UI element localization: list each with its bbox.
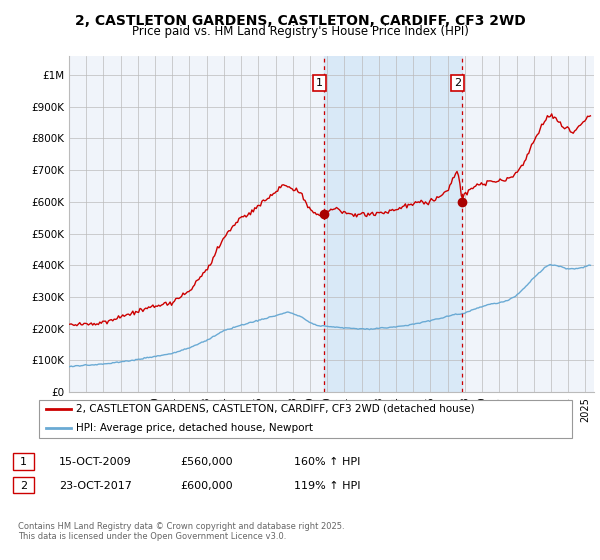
Text: 2, CASTLETON GARDENS, CASTLETON, CARDIFF, CF3 2WD: 2, CASTLETON GARDENS, CASTLETON, CARDIFF… <box>74 14 526 28</box>
Text: 1: 1 <box>20 457 27 467</box>
Text: 23-OCT-2017: 23-OCT-2017 <box>59 480 131 491</box>
Text: £560,000: £560,000 <box>180 457 233 467</box>
Text: 1: 1 <box>316 78 323 88</box>
Text: 2: 2 <box>20 480 27 491</box>
Text: Contains HM Land Registry data © Crown copyright and database right 2025.: Contains HM Land Registry data © Crown c… <box>18 522 344 531</box>
Text: 15-OCT-2009: 15-OCT-2009 <box>59 457 131 467</box>
Text: This data is licensed under the Open Government Licence v3.0.: This data is licensed under the Open Gov… <box>18 532 286 541</box>
FancyBboxPatch shape <box>39 400 572 437</box>
Text: HPI: Average price, detached house, Newport: HPI: Average price, detached house, Newp… <box>77 423 314 433</box>
Text: 2: 2 <box>454 78 461 88</box>
Bar <box>323 56 461 392</box>
Text: 119% ↑ HPI: 119% ↑ HPI <box>294 480 361 491</box>
Text: 160% ↑ HPI: 160% ↑ HPI <box>294 457 361 467</box>
Text: £600,000: £600,000 <box>180 480 233 491</box>
Text: Price paid vs. HM Land Registry's House Price Index (HPI): Price paid vs. HM Land Registry's House … <box>131 25 469 38</box>
Text: 2, CASTLETON GARDENS, CASTLETON, CARDIFF, CF3 2WD (detached house): 2, CASTLETON GARDENS, CASTLETON, CARDIFF… <box>77 404 475 414</box>
